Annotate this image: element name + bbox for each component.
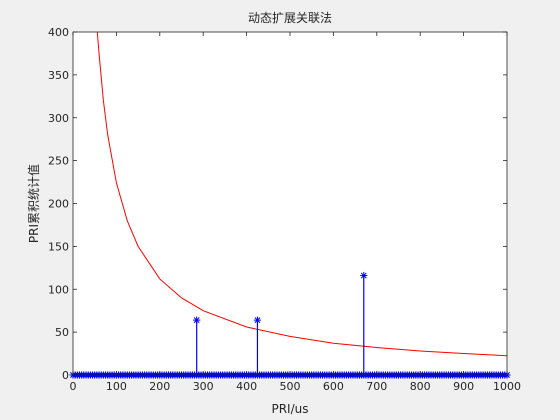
x-tick-label: 200: [149, 380, 170, 393]
tick-layer: 0 100 200 300 400 500 600 700 800 900 1000 0 50 100 15…: [48, 26, 521, 393]
threshold-curve: [96, 31, 508, 357]
y-tick-label: 200: [48, 198, 69, 211]
y-tick-label: 400: [48, 26, 69, 39]
y-tick-label: 350: [48, 69, 69, 82]
x-tick-label: 1000: [493, 380, 521, 393]
x-axis-label: PRI/us: [271, 402, 308, 416]
x-tick-label: 900: [453, 380, 474, 393]
threshold-curve-layer: [96, 31, 508, 357]
y-tick-label: 250: [48, 155, 69, 168]
x-tick-label: 600: [323, 380, 344, 393]
x-tick-label: 100: [106, 380, 127, 393]
x-tick-label: 700: [366, 380, 387, 393]
y-tick-label: 100: [48, 283, 69, 296]
x-tick-label: 0: [70, 380, 77, 393]
y-tick-label: 50: [55, 326, 69, 339]
y-tick-label: 300: [48, 112, 69, 125]
plot-area: [73, 32, 507, 375]
y-tick-label: 150: [48, 240, 69, 253]
stem-peak-marker: [360, 271, 368, 280]
x-tick-label: 500: [280, 380, 301, 393]
stem-peak-marker: [193, 316, 201, 324]
y-tick-label: 0: [62, 369, 69, 382]
x-tick-label: 400: [236, 380, 257, 393]
stem-peak-marker: [253, 316, 262, 324]
x-tick-label: 300: [193, 380, 214, 393]
x-tick-label: 800: [410, 380, 431, 393]
chart-title: 动态扩展关联法: [248, 11, 332, 25]
y-axis-label: PRI累积统计值: [26, 164, 41, 243]
